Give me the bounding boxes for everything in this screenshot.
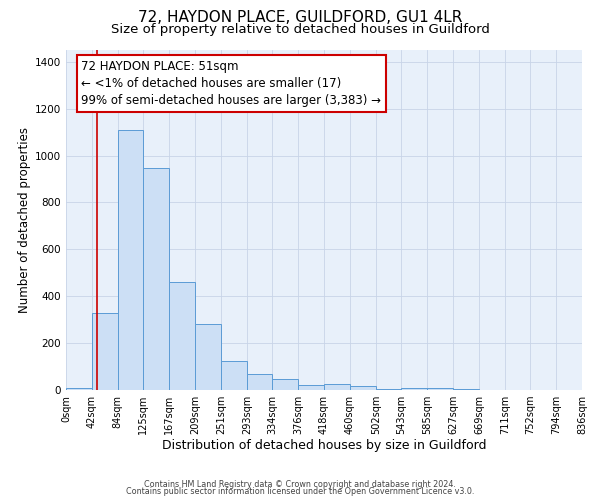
Bar bbox=[92, 312, 118, 390]
Bar bbox=[169, 282, 195, 390]
Bar bbox=[272, 379, 298, 390]
Text: Contains public sector information licensed under the Open Government Licence v3: Contains public sector information licen… bbox=[126, 487, 474, 496]
Bar bbox=[298, 385, 324, 390]
Bar bbox=[324, 384, 350, 390]
Text: 72, HAYDON PLACE, GUILDFORD, GU1 4LR: 72, HAYDON PLACE, GUILDFORD, GU1 4LR bbox=[138, 10, 462, 25]
Bar bbox=[221, 360, 247, 390]
Text: 72 HAYDON PLACE: 51sqm
← <1% of detached houses are smaller (17)
99% of semi-det: 72 HAYDON PLACE: 51sqm ← <1% of detached… bbox=[82, 60, 382, 107]
Bar bbox=[143, 168, 169, 390]
Bar bbox=[427, 388, 453, 390]
Bar bbox=[195, 324, 221, 390]
Text: Size of property relative to detached houses in Guildford: Size of property relative to detached ho… bbox=[110, 22, 490, 36]
Bar bbox=[247, 374, 272, 390]
Bar bbox=[118, 130, 143, 390]
Text: Contains HM Land Registry data © Crown copyright and database right 2024.: Contains HM Land Registry data © Crown c… bbox=[144, 480, 456, 489]
Bar bbox=[376, 389, 401, 390]
Y-axis label: Number of detached properties: Number of detached properties bbox=[18, 127, 31, 313]
Bar bbox=[66, 388, 92, 390]
X-axis label: Distribution of detached houses by size in Guildford: Distribution of detached houses by size … bbox=[162, 438, 486, 452]
Bar bbox=[401, 388, 427, 390]
Bar bbox=[350, 386, 376, 390]
Bar bbox=[453, 388, 479, 390]
